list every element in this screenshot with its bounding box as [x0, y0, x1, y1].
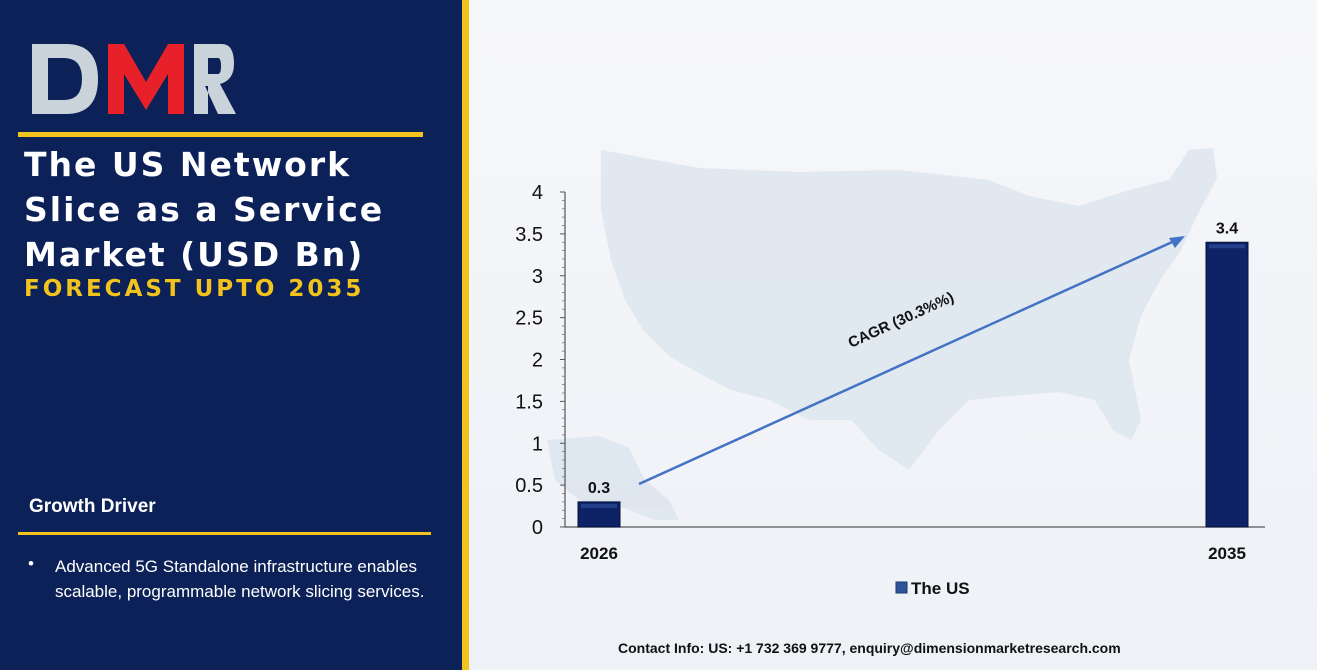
cagr-arrow	[638, 236, 1182, 486]
y-tick-label: 0.5	[515, 475, 543, 497]
contact-info: Contact Info: US: +1 732 369 9777, enqui…	[618, 640, 1121, 656]
data-label: 3.4	[1216, 220, 1238, 237]
x-tick-label: 2035	[1208, 544, 1246, 563]
growth-driver-underline	[18, 532, 431, 535]
bar-highlight	[581, 503, 617, 508]
cagr-arrowhead	[1169, 236, 1185, 248]
chart-labels: 0.3 2026 3.4 2035	[580, 220, 1246, 563]
y-tick-label: 1	[532, 433, 543, 455]
bar-highlight	[1209, 244, 1245, 249]
y-tick-label: 4	[532, 182, 543, 204]
x-tick-label: 2026	[580, 544, 618, 563]
chart-legend: The US	[895, 579, 970, 598]
logo-underline	[18, 132, 423, 137]
growth-driver-text: Advanced 5G Standalone infrastructure en…	[55, 557, 425, 601]
divider-bar	[462, 0, 469, 670]
page-title: The US Network Slice as a Service Market…	[24, 145, 385, 274]
legend-label: The US	[911, 579, 970, 598]
y-tick-label: 3.5	[515, 224, 543, 246]
data-label: 0.3	[588, 480, 610, 497]
bar	[1205, 241, 1249, 528]
y-tick-label: 0	[532, 517, 543, 539]
us-map-background	[547, 148, 1217, 520]
y-tick-label: 1.5	[515, 391, 543, 413]
page-subtitle: FORECAST UPTO 2035	[24, 276, 365, 302]
dmr-logo	[32, 44, 236, 114]
legend-swatch	[895, 581, 908, 594]
y-tick-label: 2.5	[515, 308, 543, 330]
y-tick-label: 3	[532, 266, 543, 288]
y-tick-label: 2	[532, 350, 543, 372]
chart-axes: 0 0.5 1 1.5 2 2.5 3 3.5 4	[515, 182, 1265, 539]
bullet-icon: •	[28, 554, 34, 573]
chart-bars	[577, 241, 1249, 528]
growth-driver-heading: Growth Driver	[29, 496, 156, 517]
